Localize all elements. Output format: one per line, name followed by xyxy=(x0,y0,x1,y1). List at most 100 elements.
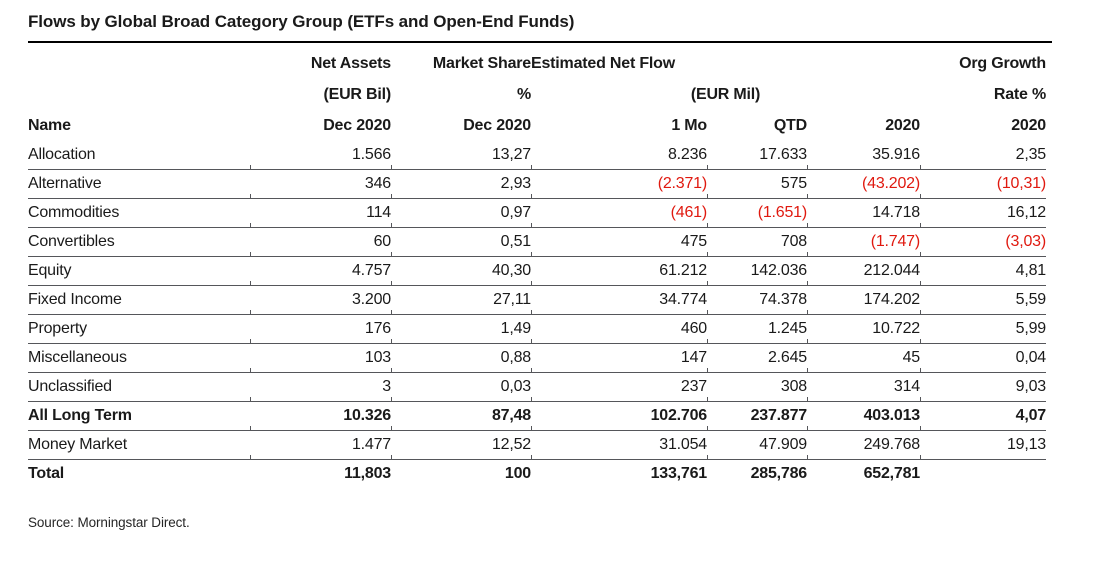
cell-flow-2020: 35.916 xyxy=(872,146,920,163)
cell-name: Miscellaneous xyxy=(28,349,127,366)
cell-flow-qtd: 17.633 xyxy=(759,146,807,163)
col-header-market-share: Dec 2020 xyxy=(463,117,531,134)
cell-net-assets: 346 xyxy=(364,175,391,192)
unit-net-assets: (EUR Bil) xyxy=(323,86,391,103)
table-row: Property 176 1,49 460 1.245 10.722 5,99 xyxy=(28,315,1046,344)
cell-market-share: 100 xyxy=(504,465,531,482)
cell-flow-qtd: 1.245 xyxy=(767,320,807,337)
table-row: Equity 4.757 40,30 61.212 142.036 212.044 4,81 xyxy=(28,257,1046,286)
table-row: Money Market 1.477 12,52 31.054 47.909 249.76… xyxy=(28,431,1046,460)
cell-market-share: 1,49 xyxy=(500,320,532,337)
cell-flow-1mo: 8.236 xyxy=(667,146,707,163)
unit-market-share: % xyxy=(516,86,531,103)
table-row: Fixed Income 3.200 27,11 34.774 74.378 174.20… xyxy=(28,286,1046,315)
header-spacer xyxy=(28,79,250,110)
cell-flow-1mo: 237 xyxy=(680,378,707,395)
cell-market-share: 13,27 xyxy=(491,146,531,163)
table-row: Commodities 114 0,97 (461) (1.651) 14.718 16,1… xyxy=(28,199,1046,228)
cell-flow-1mo: 133,761 xyxy=(650,465,708,482)
cell-name: Total xyxy=(28,465,65,482)
cell-flow-1mo: (461) xyxy=(670,204,708,221)
cell-name: Property xyxy=(28,320,87,337)
cell-net-assets: 3 xyxy=(382,378,391,395)
cell-flow-qtd: 2.645 xyxy=(767,349,807,366)
header-unit-row: (EUR Bil) % (EUR Mil) Rate % xyxy=(28,79,1046,110)
cell-org-growth: 2,35 xyxy=(1015,146,1047,163)
col-header-name: Name xyxy=(28,117,71,134)
cell-flow-1mo: 147 xyxy=(680,349,707,366)
cell-flow-1mo: 31.054 xyxy=(659,436,707,453)
cell-net-assets: 103 xyxy=(364,349,391,366)
col-group-market-share: Market Share xyxy=(432,55,531,72)
cell-flow-2020: 314 xyxy=(893,378,920,395)
cell-flow-qtd: 142.036 xyxy=(750,262,808,279)
cell-org-growth: 5,59 xyxy=(1015,291,1047,308)
cell-flow-qtd: 708 xyxy=(780,233,807,250)
header-column-row: Name Dec 2020 Dec 2020 1 Mo QTD 2020 202… xyxy=(28,110,1046,141)
cell-org-growth: 4,81 xyxy=(1015,262,1047,279)
cell-org-growth: (3,03) xyxy=(1005,233,1046,250)
col-group-estimated-net-flow: Estimated Net Flow xyxy=(531,55,675,72)
table-row: Convertibles 60 0,51 475 708 (1.747) (3,03) xyxy=(28,228,1046,257)
cell-org-growth: 16,12 xyxy=(1006,204,1046,221)
table-header: Net Assets Market Share Estimated Net Fl… xyxy=(28,43,1052,141)
cell-market-share: 0,51 xyxy=(500,233,532,250)
unit-org-growth: Rate % xyxy=(993,86,1046,103)
cell-org-growth: 4,07 xyxy=(1015,407,1047,424)
cell-flow-qtd: 74.378 xyxy=(759,291,807,308)
table-body: Allocation 1.566 13,27 8.236 17.633 35.916 2,3… xyxy=(28,141,1052,488)
cell-net-assets: 60 xyxy=(373,233,392,250)
cell-name: Unclassified xyxy=(28,378,112,395)
cell-flow-1mo: 34.774 xyxy=(659,291,707,308)
col-group-org-growth: Org Growth xyxy=(959,55,1046,72)
col-header-net-assets: Dec 2020 xyxy=(323,117,391,134)
table-row: Miscellaneous 103 0,88 147 2.645 45 0,04 xyxy=(28,344,1046,373)
cell-org-growth: 0,04 xyxy=(1015,349,1047,366)
cell-flow-2020: (43.202) xyxy=(862,175,920,192)
cell-org-growth: (10,31) xyxy=(996,175,1046,192)
cell-market-share: 12,52 xyxy=(491,436,531,453)
cell-flow-2020: 14.718 xyxy=(872,204,920,221)
table-row: Alternative 346 2,93 (2.371) 575 (43.202) (10,… xyxy=(28,170,1046,199)
cell-net-assets: 4.757 xyxy=(351,262,391,279)
col-group-net-assets: Net Assets xyxy=(310,55,391,72)
cell-name: Commodities xyxy=(28,204,120,221)
cell-name: Fixed Income xyxy=(28,291,122,308)
cell-org-growth xyxy=(920,460,1046,488)
cell-flow-2020: 652,781 xyxy=(863,465,921,482)
col-header-qtd: QTD xyxy=(773,117,807,134)
cell-flow-2020: 10.722 xyxy=(872,320,920,337)
cell-net-assets: 114 xyxy=(366,204,391,221)
cell-net-assets: 10.326 xyxy=(343,407,391,424)
cell-flow-2020: 212.044 xyxy=(863,262,921,279)
cell-flow-qtd: 575 xyxy=(780,175,807,192)
cell-market-share: 40,30 xyxy=(491,262,531,279)
cell-market-share: 27,11 xyxy=(493,291,531,308)
cell-flow-qtd: (1.651) xyxy=(757,204,807,221)
cell-net-assets: 1.477 xyxy=(351,436,391,453)
cell-flow-1mo: 475 xyxy=(680,233,707,250)
cell-name: Convertibles xyxy=(28,233,115,250)
cell-flow-1mo: 102.706 xyxy=(650,407,708,424)
col-header-org-growth-2020: 2020 xyxy=(1011,117,1046,134)
cell-market-share: 2,93 xyxy=(500,175,532,192)
cell-flow-2020: 174.202 xyxy=(863,291,921,308)
cell-name: Equity xyxy=(28,262,72,279)
col-header-2020: 2020 xyxy=(885,117,920,134)
cell-market-share: 0,03 xyxy=(500,378,532,395)
cell-flow-1mo: (2.371) xyxy=(657,175,707,192)
cell-flow-2020: 45 xyxy=(902,349,921,366)
cell-org-growth: 9,03 xyxy=(1015,378,1047,395)
header-spacer xyxy=(28,48,250,79)
cell-flow-1mo: 61.212 xyxy=(659,262,707,279)
exhibit: Flows by Global Broad Category Group (ET… xyxy=(28,0,1052,530)
cell-flow-qtd: 47.909 xyxy=(759,436,807,453)
cell-name: All Long Term xyxy=(28,407,132,424)
cell-flow-2020: 403.013 xyxy=(863,407,921,424)
col-header-1mo: 1 Mo xyxy=(671,117,707,134)
cell-net-assets: 176 xyxy=(364,320,391,337)
unit-estimated-net-flow: (EUR Mil) xyxy=(690,86,761,103)
cell-org-growth: 19,13 xyxy=(1006,436,1046,453)
table-row: Allocation 1.566 13,27 8.236 17.633 35.916 2,3… xyxy=(28,141,1046,170)
table-row: All Long Term 10.326 87,48 102.706 237.877 40… xyxy=(28,402,1046,431)
